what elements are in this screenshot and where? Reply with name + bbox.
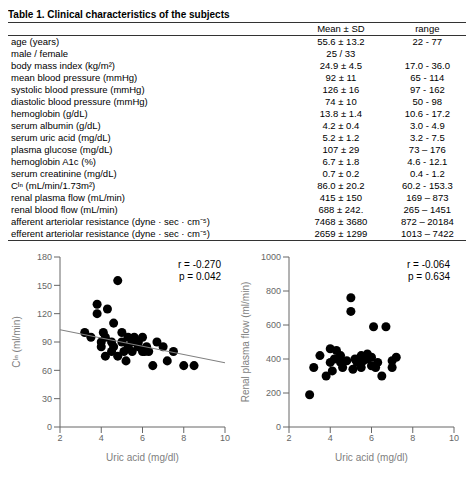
html-text:serum uric acid (mg/dL): serum uric acid (mg/dL) [11,132,111,143]
svg-text:90: 90 [42,337,52,347]
html-text:hemoglobin A1c (%): hemoglobin A1c (%) [11,156,96,167]
html-text:renal plasma flow (mL/min): renal plasma flow (mL/min) [11,192,125,203]
html-text:74 ± 10: 74 ± 10 [325,96,357,107]
html-text:serum albumin (g/dL): serum albumin (g/dL) [11,120,101,131]
html-text:Table 1. Clinical characterist: Table 1. Clinical characteristics of the… [8,9,230,20]
html-text:efferent arteriolar resistance: efferent arteriolar resistance (dyne · s… [11,228,210,239]
svg-text:400: 400 [266,354,281,364]
html-text:86.0 ± 20.2: 86.0 ± 20.2 [317,180,365,191]
html-text:Mean ± SD: Mean ± SD [317,23,365,34]
html-text:6.7 ± 1.8: 6.7 ± 1.8 [322,156,360,167]
html-text:50 - 98: 50 - 98 [412,96,443,107]
html-text:60.2 - 153.3: 60.2 - 153.3 [402,180,453,191]
svg-text:0: 0 [47,422,52,432]
html-text:73 – 176: 73 – 176 [408,144,446,155]
html-text:97 - 162: 97 - 162 [409,84,445,95]
svg-text:60: 60 [42,366,52,376]
html-text:serum creatinine (mg/dL): serum creatinine (mg/dL) [11,168,117,179]
html-text:Cᴵⁿ (mL/min/1.73m²): Cᴵⁿ (mL/min/1.73m²) [11,180,96,191]
html-text:7468 ± 3680: 7468 ± 3680 [314,216,368,227]
html-text:p = 0.634: p = 0.634 [408,271,450,282]
html-text:22 - 77: 22 - 77 [412,36,443,47]
html-text:169 – 873: 169 – 873 [406,192,449,203]
html-text:55.6 ± 13.2: 55.6 ± 13.2 [317,36,365,47]
html-text:body mass index (kg/m²): body mass index (kg/m²) [11,60,115,71]
svg-text:6: 6 [140,433,145,443]
html-text:male / female: male / female [11,48,68,59]
html-text:diastolic blood pressure (mmHg: diastolic blood pressure (mmHg) [11,96,148,107]
svg-text:10: 10 [449,433,459,443]
svg-text:800: 800 [266,286,281,296]
svg-text:4: 4 [99,433,104,443]
html-text:afferent arteriolar resistance: afferent arteriolar resistance (dyne · s… [11,216,210,227]
html-text:plasma glucose (mg/dL): plasma glucose (mg/dL) [11,144,113,155]
html-text:mean blood pressure (mmHg): mean blood pressure (mmHg) [11,72,138,83]
svg-text:Uric acid (mg/dl): Uric acid (mg/dl) [335,452,408,463]
svg-text:Uric acid (mg/dl): Uric acid (mg/dl) [106,452,179,463]
html-text:107 ± 29: 107 ± 29 [322,144,360,155]
svg-text:180: 180 [37,252,52,262]
svg-text:1000: 1000 [261,252,281,262]
html-text:p = 0.042: p = 0.042 [179,271,221,282]
svg-text:150: 150 [37,281,52,291]
html-text:17.0 - 36.0: 17.0 - 36.0 [404,60,450,71]
html-text:415 ± 150: 415 ± 150 [319,192,362,203]
html-text:25 / 33: 25 / 33 [326,48,356,59]
svg-text:10: 10 [220,433,230,443]
svg-text:200: 200 [266,388,281,398]
html-text:24.9 ± 4.5: 24.9 ± 4.5 [319,60,362,71]
html-text:systolic blood pressure (mmHg): systolic blood pressure (mmHg) [11,84,145,95]
svg-text:0: 0 [276,422,281,432]
svg-text:8: 8 [181,433,186,443]
html-text:0.4 - 1.2: 0.4 - 1.2 [409,168,445,179]
html-text:r = -0.270: r = -0.270 [177,259,221,270]
svg-text:6: 6 [369,433,374,443]
html-text:range: range [415,23,440,34]
html-text:126 ± 16: 126 ± 16 [322,84,360,95]
svg-text:30: 30 [42,394,52,404]
html-text:10.6 - 17.2: 10.6 - 17.2 [404,108,450,119]
svg-text:2: 2 [57,433,62,443]
html-text:265 – 1451: 265 – 1451 [403,204,452,215]
svg-text:600: 600 [266,320,281,330]
svg-text:Renal plasma flow (ml/min): Renal plasma flow (ml/min) [240,282,251,403]
html-text:hemoglobin (g/dL): hemoglobin (g/dL) [11,108,88,119]
html-text:5.2 ± 1.2: 5.2 ± 1.2 [322,132,360,143]
html-text:0.7 ± 0.2: 0.7 ± 0.2 [322,168,360,179]
html-text:3.0 - 4.9: 3.0 - 4.9 [409,120,445,131]
html-text:r = -0.064: r = -0.064 [406,259,450,270]
svg-text:Cᴵⁿ (ml/min): Cᴵⁿ (ml/min) [11,316,22,367]
svg-text:8: 8 [410,433,415,443]
html-text:1013 – 7422: 1013 – 7422 [400,228,454,239]
html-text:92 ± 11: 92 ± 11 [325,72,357,83]
html-text:4.2 ± 0.4: 4.2 ± 0.4 [322,120,360,131]
html-text:3.2 - 7.5: 3.2 - 7.5 [409,132,445,143]
html-text:4.6 - 12.1: 4.6 - 12.1 [407,156,448,167]
html-text:renal blood flow (mL/min): renal blood flow (mL/min) [11,204,118,215]
html-text:age (years): age (years) [11,36,60,47]
html-text:13.8 ± 1.4: 13.8 ± 1.4 [319,108,362,119]
html-text:688 ± 242.: 688 ± 242. [318,204,364,215]
svg-text:120: 120 [37,309,52,319]
html-text:2659 ± 1299: 2659 ± 1299 [314,228,368,239]
html-text:872 – 20184: 872 – 20184 [400,216,454,227]
svg-text:4: 4 [328,433,333,443]
svg-text:2: 2 [286,433,291,443]
html-text:65 - 114: 65 - 114 [410,72,445,83]
